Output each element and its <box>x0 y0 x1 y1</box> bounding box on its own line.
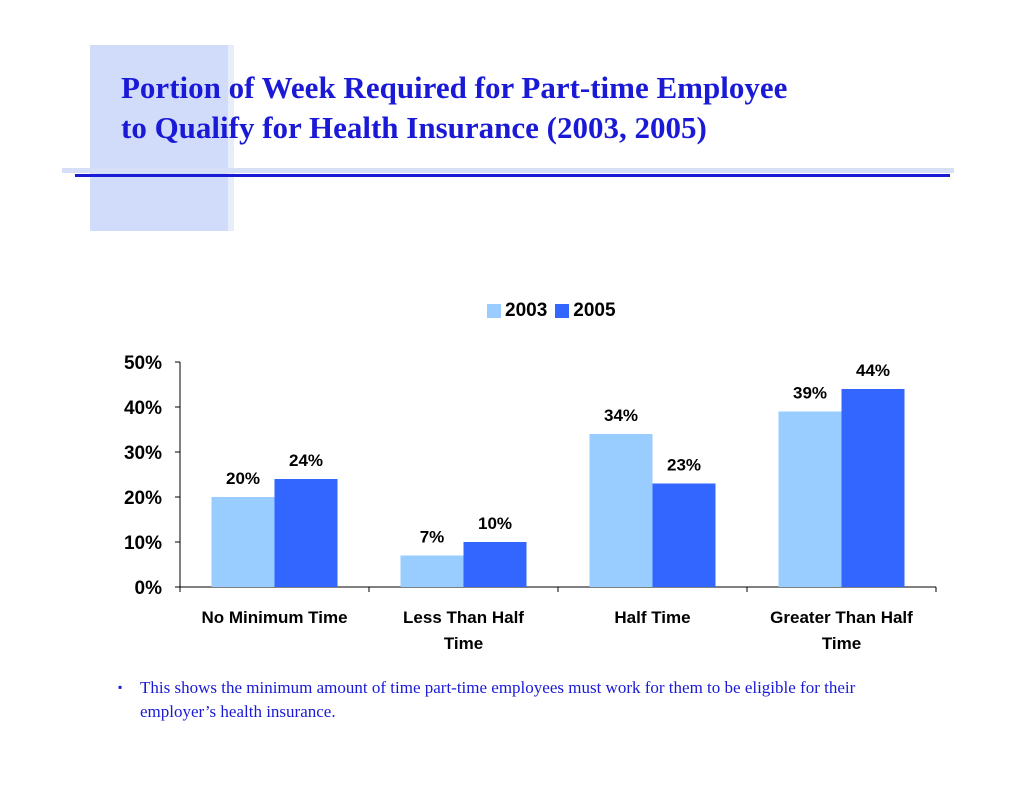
decorative-box <box>90 45 234 231</box>
title-underline <box>75 174 950 177</box>
data-label-2005-3: 44% <box>856 361 890 380</box>
data-label-2005-2: 23% <box>667 456 701 475</box>
data-label-2003-1: 7% <box>420 528 445 547</box>
legend-label-2005: 2005 <box>573 300 616 321</box>
x-category-label: Less Than Half <box>403 608 524 627</box>
x-category-label: Half Time <box>614 608 690 627</box>
legend-item-2003: 2003 <box>487 300 547 322</box>
data-label-2005-1: 10% <box>478 514 512 533</box>
bar-2003-2 <box>589 434 653 587</box>
legend-item-2005: 2005 <box>555 300 616 322</box>
data-label-2003-2: 34% <box>604 406 638 425</box>
footnote: ▪ This shows the minimum amount of time … <box>118 676 898 724</box>
slide-title: Portion of Week Required for Part-time E… <box>121 68 921 148</box>
bullet-icon: ▪ <box>118 680 123 694</box>
y-tick-label: 20% <box>124 488 162 509</box>
title-underline-light <box>62 168 954 173</box>
slide-title-line-2: to Qualify for Health Insurance (2003, 2… <box>121 110 707 145</box>
bar-2005-3 <box>841 389 905 587</box>
legend-swatch-2005 <box>555 304 570 318</box>
x-category-label: Time <box>822 634 861 653</box>
y-tick-label: 50% <box>124 353 162 374</box>
y-tick-label: 40% <box>124 398 162 419</box>
legend-label-2003: 2003 <box>505 300 548 321</box>
bar-2003-1 <box>400 555 464 587</box>
bar-2005-2 <box>652 483 716 587</box>
data-label-2005-0: 24% <box>289 451 323 470</box>
data-label-2003-0: 20% <box>226 469 260 488</box>
y-tick-label: 0% <box>135 578 163 599</box>
y-tick-label: 30% <box>124 443 162 464</box>
x-category-label: Time <box>444 634 483 653</box>
x-category-label: No Minimum Time <box>201 608 347 627</box>
bar-2003-3 <box>778 411 842 587</box>
bar-2003-0 <box>211 497 275 587</box>
bar-2005-1 <box>463 542 527 587</box>
bar-2005-0 <box>274 479 338 587</box>
slide-title-line-1: Portion of Week Required for Part-time E… <box>121 70 788 105</box>
footnote-text: This shows the minimum amount of time pa… <box>140 678 856 721</box>
y-tick-label: 10% <box>124 533 162 554</box>
legend-swatch-2003 <box>487 304 501 318</box>
data-label-2003-3: 39% <box>793 384 827 403</box>
x-category-label: Greater Than Half <box>770 608 913 627</box>
chart-legend: 2003 2005 <box>487 299 616 323</box>
